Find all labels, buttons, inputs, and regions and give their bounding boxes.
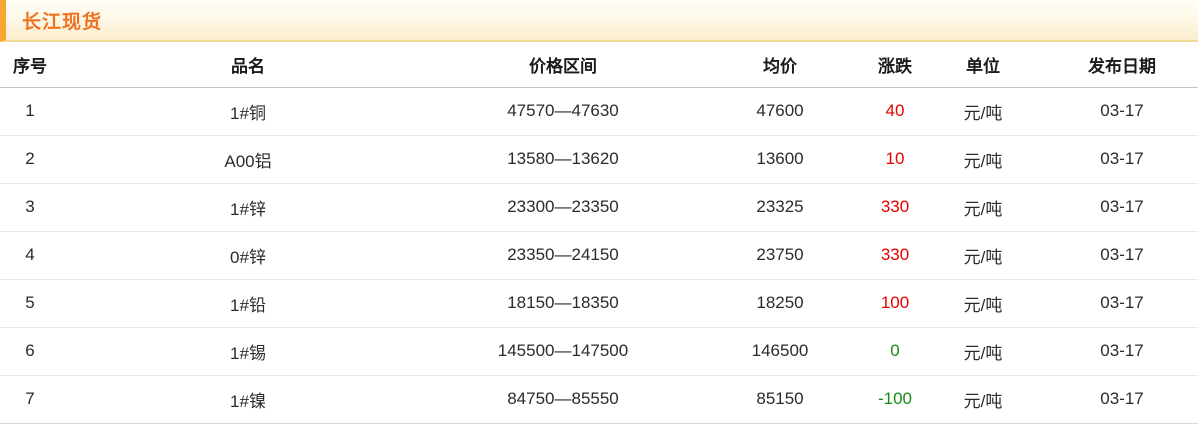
- cell-price-range: 13580—13620: [436, 135, 690, 184]
- cell-price-range: 18150—18350: [436, 279, 690, 328]
- cell-change: 0: [870, 327, 920, 376]
- cell-publish-date: 03-17: [1046, 375, 1198, 424]
- table-row: 4 0#锌 23350—24150 23750 330 元/吨 03-17: [0, 231, 1198, 280]
- cell-change: 330: [870, 231, 920, 280]
- cell-average: 18250: [690, 279, 870, 328]
- cell-price-range: 84750—85550: [436, 375, 690, 424]
- table-row: 6 1#锡 145500—147500 146500 0 元/吨 03-17: [0, 327, 1198, 376]
- cell-average: 47600: [690, 87, 870, 136]
- cell-product-name: A00铝: [60, 135, 436, 184]
- header-unit: 单位: [920, 42, 1046, 88]
- cell-price-range: 145500—147500: [436, 327, 690, 376]
- table-row: 5 1#铅 18150—18350 18250 100 元/吨 03-17: [0, 279, 1198, 328]
- cell-average: 23325: [690, 183, 870, 232]
- cell-publish-date: 03-17: [1046, 87, 1198, 136]
- cell-average: 146500: [690, 327, 870, 376]
- cell-change: 10: [870, 135, 920, 184]
- cell-product-name: 0#锌: [60, 231, 436, 280]
- cell-product-name: 1#铅: [60, 279, 436, 328]
- cell-change: -100: [870, 375, 920, 424]
- table-row: 7 1#镍 84750—85550 85150 -100 元/吨 03-17: [0, 375, 1198, 424]
- header-change: 涨跌: [870, 42, 920, 88]
- cell-publish-date: 03-17: [1046, 327, 1198, 376]
- cell-average: 13600: [690, 135, 870, 184]
- cell-serial: 1: [0, 87, 60, 136]
- cell-serial: 6: [0, 327, 60, 376]
- cell-publish-date: 03-17: [1046, 135, 1198, 184]
- cell-unit: 元/吨: [920, 231, 1046, 280]
- cell-price-range: 47570—47630: [436, 87, 690, 136]
- cell-unit: 元/吨: [920, 135, 1046, 184]
- cell-product-name: 1#铜: [60, 87, 436, 136]
- cell-price-range: 23300—23350: [436, 183, 690, 232]
- header-price-range: 价格区间: [436, 42, 690, 88]
- cell-product-name: 1#锡: [60, 327, 436, 376]
- table-row: 2 A00铝 13580—13620 13600 10 元/吨 03-17: [0, 135, 1198, 184]
- price-table: 序号 品名 价格区间 均价 涨跌 单位 发布日期 1 1#铜 47570—47630…: [0, 42, 1198, 424]
- table-header-row: 序号 品名 价格区间 均价 涨跌 单位 发布日期: [0, 42, 1198, 88]
- cell-unit: 元/吨: [920, 279, 1046, 328]
- cell-publish-date: 03-17: [1046, 279, 1198, 328]
- cell-average: 85150: [690, 375, 870, 424]
- table-row: 1 1#铜 47570—47630 47600 40 元/吨 03-17: [0, 87, 1198, 136]
- cell-unit: 元/吨: [920, 375, 1046, 424]
- cell-unit: 元/吨: [920, 87, 1046, 136]
- cell-serial: 3: [0, 183, 60, 232]
- price-table-body: 1 1#铜 47570—47630 47600 40 元/吨 03-17 2 A00铝 13580…: [0, 87, 1198, 424]
- cell-change: 330: [870, 183, 920, 232]
- cell-product-name: 1#镍: [60, 375, 436, 424]
- cell-serial: 4: [0, 231, 60, 280]
- cell-publish-date: 03-17: [1046, 231, 1198, 280]
- cell-unit: 元/吨: [920, 327, 1046, 376]
- cell-price-range: 23350—24150: [436, 231, 690, 280]
- header-product-name: 品名: [60, 42, 436, 88]
- cell-product-name: 1#锌: [60, 183, 436, 232]
- cell-average: 23750: [690, 231, 870, 280]
- cell-serial: 5: [0, 279, 60, 328]
- header-average: 均价: [690, 42, 870, 88]
- table-row: 3 1#锌 23300—23350 23325 330 元/吨 03-17: [0, 183, 1198, 232]
- cell-unit: 元/吨: [920, 183, 1046, 232]
- header-serial: 序号: [0, 42, 60, 88]
- cell-change: 100: [870, 279, 920, 328]
- cell-serial: 7: [0, 375, 60, 424]
- cell-publish-date: 03-17: [1046, 183, 1198, 232]
- cell-serial: 2: [0, 135, 60, 184]
- section-title-bar: 长江现货: [0, 0, 1198, 42]
- section-title: 长江现货: [22, 11, 103, 33]
- header-publish-date: 发布日期: [1046, 42, 1198, 88]
- cell-change: 40: [870, 87, 920, 136]
